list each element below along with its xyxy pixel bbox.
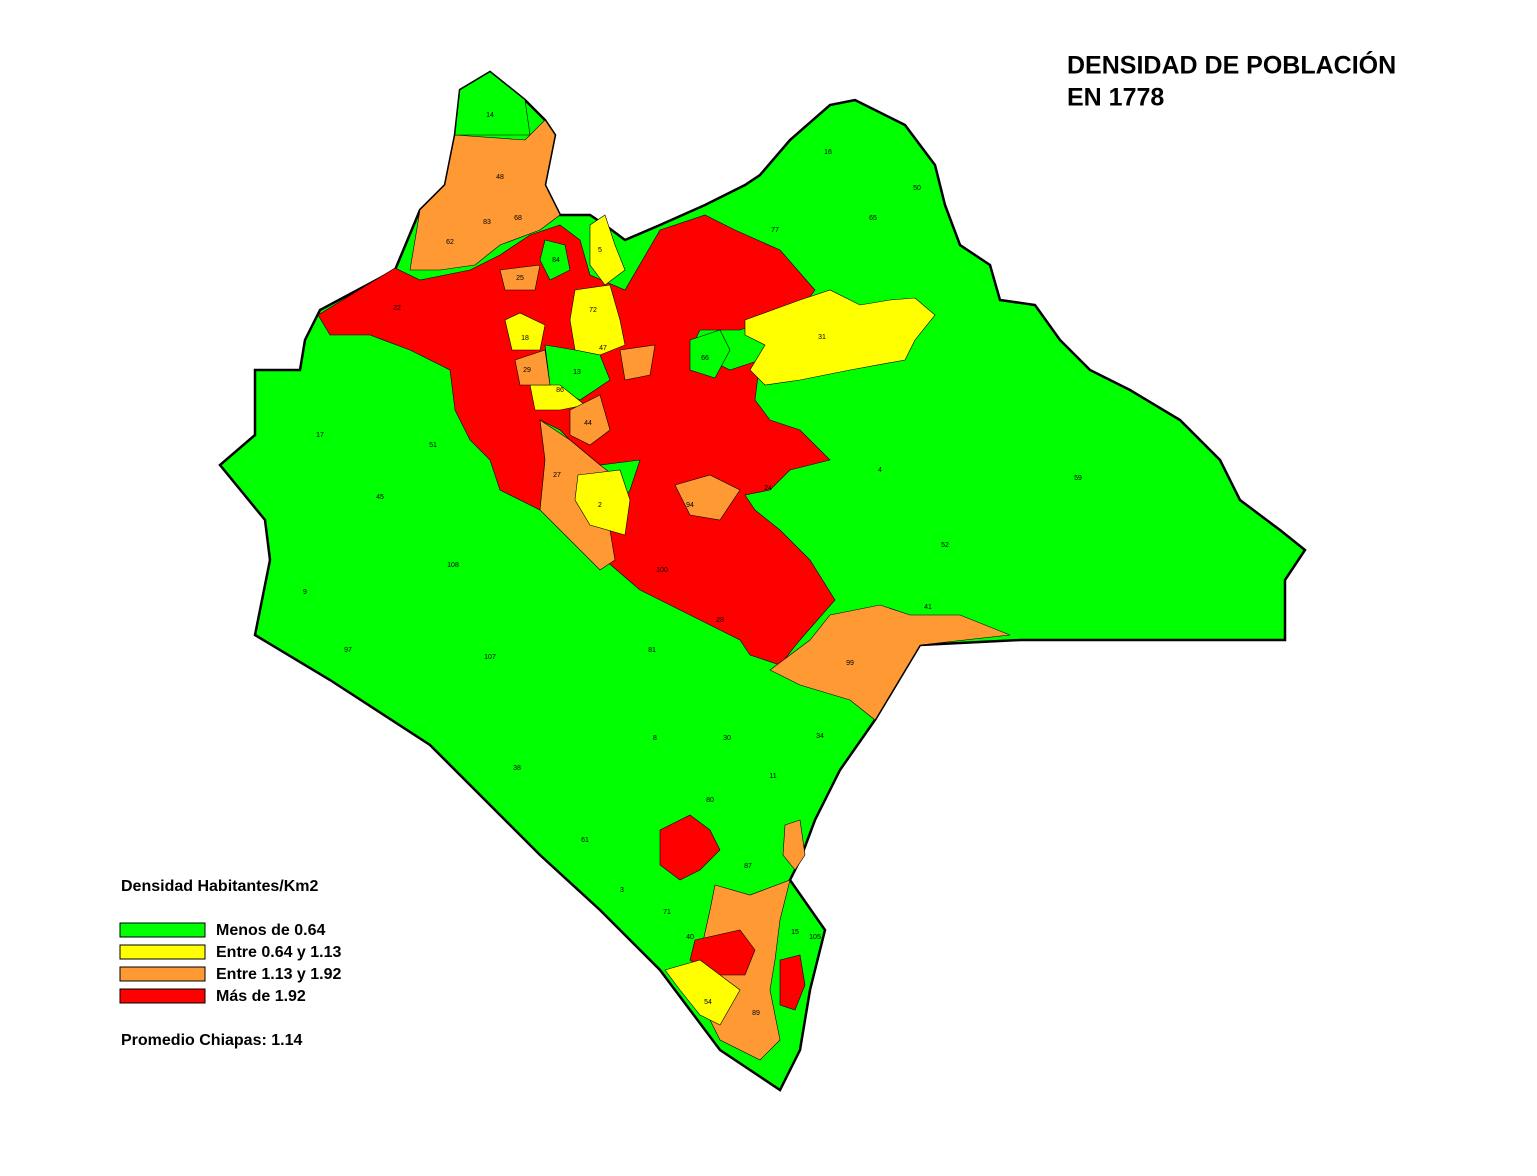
municipality-label: 105 (809, 934, 821, 941)
region (504, 312, 546, 351)
region (619, 344, 656, 381)
municipality-label: 62 (446, 239, 454, 246)
municipality-label: 47 (599, 345, 607, 352)
municipality-label: 3 (620, 887, 624, 894)
municipality-label: 16 (824, 149, 832, 156)
region (664, 959, 741, 1026)
legend: Menos de 0.64 Entre 0.64 y 1.13 Entre 1.13… (119, 922, 342, 1005)
municipality-label: 15 (791, 929, 799, 936)
region (744, 289, 936, 386)
municipality-label: 18 (521, 335, 529, 342)
municipality-label: 51 (429, 442, 437, 449)
municipality-label: 52 (941, 542, 949, 549)
region (499, 264, 541, 291)
legend-title: Densidad Habitantes/Km2 (121, 878, 318, 895)
municipality-label: 99 (846, 660, 854, 667)
legend-swatch (119, 988, 206, 1004)
region (409, 119, 561, 271)
region (514, 349, 551, 386)
municipality-label: 80 (706, 797, 714, 804)
municipality-label: 31 (818, 334, 826, 341)
legend-swatch (119, 922, 206, 938)
municipality-label: 41 (924, 604, 932, 611)
region (589, 214, 626, 286)
municipality-label: 86 (556, 387, 564, 394)
title-line: DENSIDAD DE POBLACIÓN (1067, 50, 1396, 80)
municipality-label: 107 (484, 654, 496, 661)
region (539, 239, 571, 281)
municipality-label: 5 (598, 247, 602, 254)
municipality-label: 66 (701, 355, 709, 362)
municipality-label: 40 (686, 934, 694, 941)
legend-label: Menos de 0.64 (216, 922, 325, 939)
region (454, 71, 531, 136)
municipality-label: 77 (771, 227, 779, 234)
municipality-label: 13 (573, 369, 581, 376)
municipality-label: 81 (648, 647, 656, 654)
region (569, 284, 626, 356)
municipality-label: 17 (316, 432, 324, 439)
municipality-label: 44 (584, 420, 592, 427)
legend-swatch (119, 944, 206, 960)
municipality-label: 50 (913, 185, 921, 192)
municipality-label: 61 (581, 837, 589, 844)
region (659, 814, 721, 881)
municipality-label: 34 (816, 733, 824, 740)
municipality-label: 22 (393, 305, 401, 312)
municipality-label: 100 (656, 567, 668, 574)
municipality-label: 72 (589, 307, 597, 314)
legend-swatch (119, 966, 206, 982)
municipality-label: 71 (663, 909, 671, 916)
municipality-label: 48 (496, 174, 504, 181)
legend-label: Entre 0.64 y 1.13 (216, 944, 342, 961)
region (674, 474, 741, 521)
municipality-label: 2 (598, 502, 602, 509)
region (782, 819, 806, 871)
legend-label: Más de 1.92 (216, 988, 306, 1005)
legend-label: Entre 1.13 y 1.92 (216, 966, 342, 983)
municipality-label: 27 (553, 472, 561, 479)
municipality-label: 9 (303, 589, 307, 596)
municipality-label: 8 (653, 735, 657, 742)
municipality-label: 108 (447, 562, 459, 569)
municipality-label: 54 (704, 999, 712, 1006)
regions (218, 70, 1307, 1092)
municipality-label: 94 (686, 502, 694, 509)
region (574, 469, 631, 536)
municipality-label: 83 (483, 219, 491, 226)
municipality-label: 65 (869, 215, 877, 222)
municipality-label: 28 (716, 617, 724, 624)
municipality-label: 89 (752, 1010, 760, 1017)
municipality-label: 38 (513, 765, 521, 772)
municipality-label: 45 (376, 494, 384, 501)
municipality-label: 11 (769, 773, 776, 780)
title-line: EN 1778 (1067, 84, 1164, 112)
municipality-label: 84 (552, 257, 560, 264)
municipality-label: 4 (878, 467, 882, 474)
municipality-label: 24 (764, 485, 772, 492)
municipality-label: 30 (723, 735, 731, 742)
municipality-label: 97 (344, 647, 352, 654)
municipality-label: 87 (744, 863, 752, 870)
region (689, 329, 731, 379)
region (569, 394, 611, 446)
region (779, 954, 806, 1011)
note: Promedio Chiapas: 1.14 (121, 1032, 302, 1049)
municipality-label: 29 (523, 367, 531, 374)
municipality-label: 14 (486, 112, 494, 119)
municipality-label: 68 (514, 215, 522, 222)
municipality-label: 59 (1074, 475, 1082, 482)
region (769, 604, 1011, 721)
municipality-label: 25 (516, 275, 524, 282)
region (689, 929, 756, 976)
region (529, 384, 586, 411)
